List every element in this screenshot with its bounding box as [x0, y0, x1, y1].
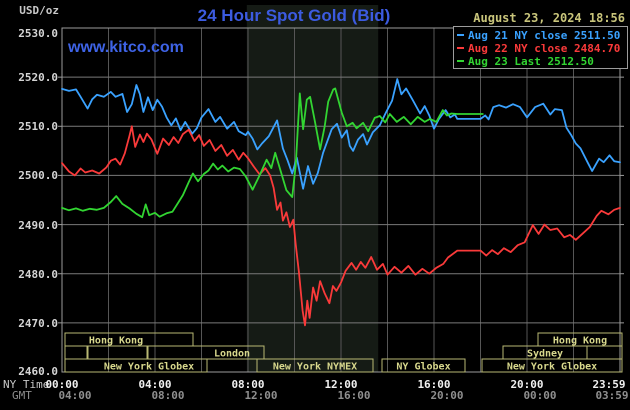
gmt-tick-label: 16:00 — [337, 389, 371, 402]
y-axis-tick-label: 2530.0 — [18, 27, 58, 40]
gmt-tick-label: 03:59 — [595, 389, 629, 402]
legend-line-swatch — [457, 60, 464, 62]
session-box-new-york-globex — [481, 358, 623, 373]
y-axis-tick-label: 2510.0 — [18, 120, 58, 134]
legend-line-swatch — [457, 47, 464, 49]
session-box — [586, 345, 623, 360]
ny-time-tick-label: 00:00 — [45, 378, 79, 391]
y-axis-tick-label: 2470.0 — [18, 316, 58, 330]
gmt-axis-label: GMT — [12, 389, 32, 402]
legend-item-label: Aug 22 NY close 2484.70 — [468, 42, 621, 55]
chart-title: 24 Hour Spot Gold (Bid) — [197, 6, 391, 25]
price-line-aug22 — [61, 125, 621, 327]
y-axis-tick-label: 2520.0 — [18, 71, 58, 85]
session-label: New York Globex — [104, 362, 194, 373]
session-label: Hong Kong — [89, 336, 143, 347]
y-axis-tick-label: 2460.0 — [18, 365, 58, 378]
ny-time-tick-label: 04:00 — [138, 378, 172, 391]
legend-box: Aug 21 NY close 2511.50 Aug 22 NY close 2… — [453, 26, 628, 69]
gmt-tick-label: 04:00 — [58, 389, 92, 402]
gmt-tick-label: 08:00 — [151, 389, 185, 402]
legend-item-label: Aug 21 NY close 2511.50 — [468, 29, 621, 42]
session-label: New York NYMEX — [273, 362, 357, 373]
kitco-watermark-link[interactable]: www.kitco.com — [68, 39, 184, 56]
ny-time-tick-label: 08:00 — [231, 378, 265, 391]
y-axis-tick-label: 2490.0 — [18, 218, 58, 232]
session-box — [87, 345, 148, 360]
session-box-new-york-nymex — [256, 358, 374, 373]
gmt-tick-label: 12:00 — [244, 389, 278, 402]
ny-time-axis-label: NY Time — [3, 378, 50, 391]
legend-item: Aug 22 NY close 2484.70 — [457, 42, 627, 55]
price-line-aug23 — [61, 87, 484, 219]
nymex-session-band — [246, 5, 379, 372]
price-line-aug21 — [61, 78, 621, 190]
gmt-tick-label: 00:00 — [523, 389, 557, 402]
y-axis-units-label: USD/oz — [19, 4, 59, 17]
y-axis-tick-label: 2500.0 — [18, 169, 58, 183]
session-box-ny-globex — [381, 358, 466, 373]
session-label: Hong Kong — [553, 336, 607, 347]
y-axis-tick-label: 2480.0 — [18, 267, 58, 281]
gmt-tick-label: 20:00 — [430, 389, 464, 402]
legend-item: Aug 21 NY close 2511.50 — [457, 29, 627, 42]
session-label: NY Globex — [396, 362, 450, 373]
chart-timestamp: August 23, 2024 18:56 — [473, 11, 625, 25]
ny-time-tick-label: 16:00 — [417, 378, 451, 391]
ny-time-tick-label: 23:59 — [592, 378, 626, 391]
session-box — [64, 345, 88, 360]
ny-time-tick-label: 12:00 — [324, 378, 358, 391]
session-label: London — [214, 349, 250, 360]
session-label: Sydney — [527, 349, 563, 360]
legend-line-swatch — [457, 34, 464, 36]
legend-item: Aug 23 Last 2512.50 — [457, 55, 627, 68]
legend-item-label: Aug 23 Last 2512.50 — [468, 55, 594, 68]
ny-time-tick-label: 20:00 — [510, 378, 544, 391]
session-label: New York Globex — [507, 362, 597, 373]
session-box-new-york-globex — [64, 358, 208, 373]
